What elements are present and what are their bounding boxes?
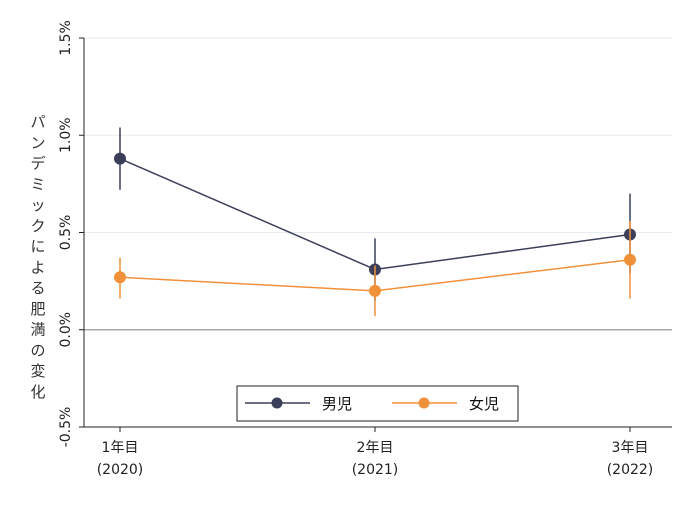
legend-label: 女児 — [469, 395, 499, 413]
y-tick-label: 1.5% — [58, 20, 74, 56]
data-point — [369, 284, 381, 297]
y-axis-label-char: よ — [30, 258, 45, 276]
data-point — [624, 253, 636, 266]
grid-layer — [84, 37, 672, 233]
legend: 男児 女児 — [236, 385, 519, 422]
x-axis-ticks: 1年目 (2020) 2年目 (2021) 3年目 (2022) — [97, 427, 654, 478]
y-tick-label: 1.0% — [58, 117, 74, 153]
y-axis-label-char: の — [30, 341, 45, 359]
y-axis-label-char: ン — [30, 134, 45, 152]
x-tick-label: 2年目 — [357, 440, 394, 456]
y-axis-label-char: 肥 — [30, 300, 45, 318]
y-tick-label: -0.5% — [58, 407, 74, 448]
x-tick-sublabel: (2021) — [352, 462, 399, 478]
legend-marker — [418, 397, 430, 409]
y-axis-label-char: ク — [30, 217, 45, 235]
y-axis-label-char: 変 — [30, 362, 45, 380]
y-tick-label: 0.5% — [58, 215, 74, 251]
x-tick-label: 1年目 — [102, 440, 139, 456]
y-axis-label-char: に — [30, 238, 45, 256]
x-tick-sublabel: (2020) — [97, 462, 144, 478]
y-tick-label: 0.0% — [58, 312, 74, 348]
y-axis-label-char: ッ — [30, 196, 45, 214]
data-point — [114, 152, 126, 165]
data-point — [114, 271, 126, 284]
y-axis-ticks: 1.5% 1.0% 0.5% 0.0% -0.5% — [58, 20, 84, 447]
legend-label: 男児 — [322, 395, 352, 413]
series-2 — [114, 220, 636, 317]
legend-item: 女児 — [392, 395, 499, 413]
series-layer — [114, 127, 636, 317]
legend-item: 男児 — [245, 395, 352, 413]
y-axis-label-char: 満 — [30, 321, 45, 339]
y-axis-label-char: デ — [30, 155, 45, 173]
y-axis-label-char: パ — [30, 113, 45, 131]
legend-marker — [271, 397, 283, 409]
y-axis-label-char: る — [30, 279, 45, 297]
y-axis-label-char: ミ — [30, 175, 45, 193]
x-tick-sublabel: (2022) — [607, 462, 654, 478]
y-axis-label-char: 化 — [30, 383, 45, 401]
x-tick-label: 3年目 — [612, 440, 649, 456]
